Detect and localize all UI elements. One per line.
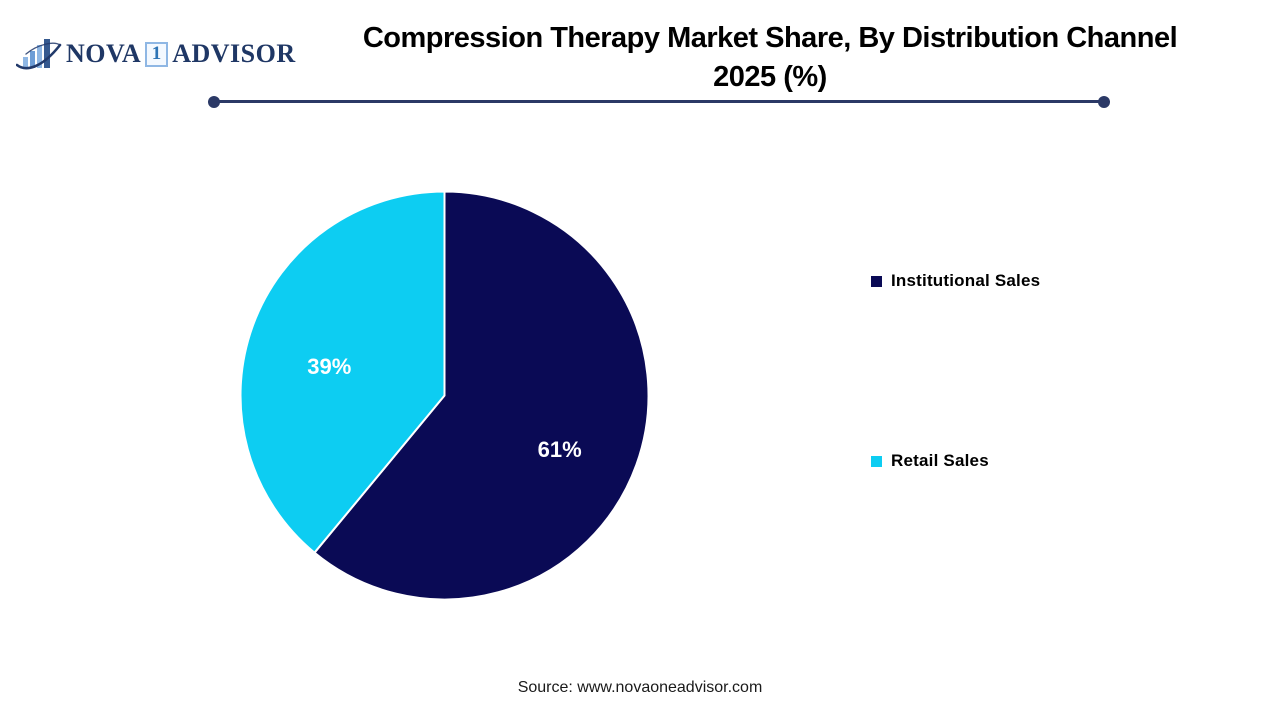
source-attribution: Source: www.novaoneadvisor.com (517, 679, 763, 696)
legend-item-institutional-sales: Institutional Sales (871, 271, 1040, 291)
legend-marker-institutional-sales (871, 275, 882, 287)
nova-one-advisor-logo: NOVA 1 ADVISOR (16, 32, 296, 76)
pie-slice-institutional-sales (313, 190, 650, 601)
legend-label-institutional-sales: Institutional Sales (891, 271, 1041, 290)
logo-wordmark: NOVA 1 ADVISOR (66, 39, 296, 69)
legend-marker-retail-sales (871, 455, 882, 467)
underline-left-dot (208, 95, 220, 108)
legend-item-retail-sales: Retail Sales (871, 451, 989, 471)
chart-title-line1: Compression Therapy Market Share, By Dis… (362, 22, 1178, 54)
pie-data-label-institutional-sales: 61% (538, 437, 582, 462)
pie-svg: 61% 39% (239, 190, 650, 601)
chart-title: Compression Therapy Market Share, By Dis… (260, 20, 1280, 97)
pie-data-label-retail-sales: 39% (307, 354, 351, 379)
title-underline (208, 95, 1110, 108)
logo-one-badge: 1 (145, 41, 169, 67)
pie-slice-retail-sales (239, 190, 446, 554)
underline-right-dot (1098, 95, 1110, 108)
logo-word-nova: NOVA (66, 39, 142, 68)
legend-label-retail-sales: Retail Sales (891, 451, 989, 470)
bar-chart-swoosh-icon (16, 39, 62, 70)
logo-word-advisor: ADVISOR (172, 39, 296, 68)
pie-chart: 61% 39% (239, 190, 650, 601)
chart-title-line2: 2025 (%) (713, 61, 827, 93)
